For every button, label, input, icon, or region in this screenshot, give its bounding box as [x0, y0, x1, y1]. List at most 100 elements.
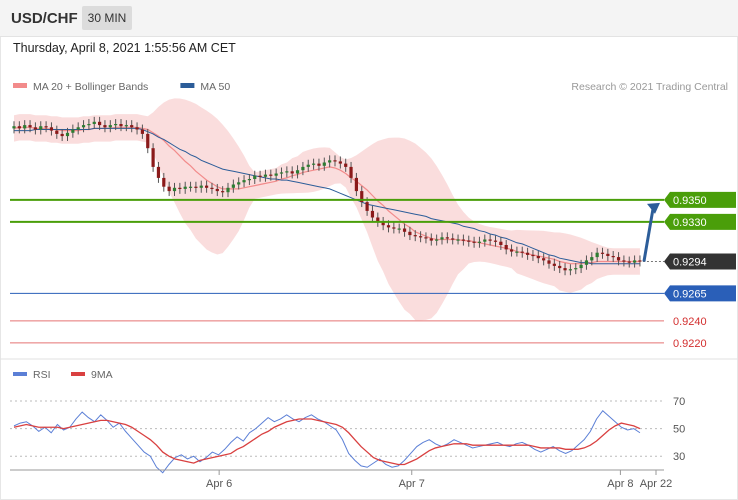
level-tag — [664, 213, 736, 230]
candle-body — [130, 125, 134, 128]
candle-body — [33, 127, 37, 130]
candle-body — [279, 172, 284, 174]
candle-body — [317, 163, 321, 166]
candle-body — [87, 124, 91, 126]
candle-body — [65, 132, 70, 137]
candle-body — [156, 166, 161, 178]
candle-body — [28, 125, 32, 128]
candle-body — [424, 237, 428, 239]
rsi-line — [13, 409, 641, 474]
candle-body — [461, 239, 465, 241]
legend-swatch-1 — [180, 83, 195, 88]
rsi-legend-label-1: 9MA — [91, 369, 113, 381]
candle-body — [499, 241, 503, 245]
candle-body — [103, 125, 107, 128]
candle-body — [269, 174, 273, 176]
candle-body — [600, 252, 605, 254]
candle-body — [419, 236, 423, 238]
rsi-y-tick: 50 — [673, 424, 685, 436]
chart-header: USD/CHF 30 MIN — [0, 0, 738, 37]
candle-body — [477, 241, 482, 243]
candle-body — [402, 228, 407, 232]
candle-body — [237, 182, 241, 185]
forecast-arrow-shaft — [642, 208, 655, 262]
candle-body — [467, 240, 471, 242]
candle-body — [392, 227, 396, 229]
candle-body — [114, 124, 118, 126]
candle-body — [92, 121, 96, 124]
candle-body — [49, 127, 54, 131]
candle-body — [493, 240, 498, 242]
candle-body — [451, 238, 455, 240]
candle-body — [242, 180, 246, 183]
candle-body — [616, 257, 621, 261]
candle-body — [205, 185, 209, 188]
candle-body — [226, 187, 230, 193]
candle-body — [456, 239, 460, 241]
level-tag — [664, 285, 736, 302]
candle-body — [247, 179, 251, 181]
candle-body — [445, 237, 449, 239]
candle-body — [536, 256, 540, 259]
candle-body — [231, 184, 235, 188]
level-label: 0.9240 — [673, 316, 707, 328]
level-label: 0.9350 — [673, 195, 707, 207]
candle-body — [542, 258, 546, 261]
candle-body — [381, 221, 385, 226]
candle-body — [295, 170, 300, 174]
candle-body — [108, 125, 112, 128]
candle-body — [162, 177, 166, 187]
candle-body — [579, 264, 583, 269]
candle-body — [397, 228, 401, 230]
candle-body — [183, 186, 187, 189]
candle-body — [504, 245, 508, 250]
legend-label-0: MA 20 + Bollinger Bands — [33, 81, 148, 93]
candle-body — [172, 187, 177, 192]
candle-body — [178, 187, 182, 189]
current-price-tag — [664, 253, 736, 270]
candle-body — [258, 175, 262, 177]
rsi-legend-swatch-0 — [13, 372, 27, 376]
candle-body — [301, 166, 305, 171]
candle-body — [584, 260, 589, 265]
candle-body — [611, 256, 615, 258]
x-tick-label: Apr 7 — [399, 478, 425, 490]
candle-body — [274, 173, 278, 176]
candle-body — [17, 126, 21, 129]
candle-body — [520, 251, 524, 253]
ma50-line — [14, 127, 640, 265]
candle-body — [39, 126, 43, 130]
candle-body — [44, 126, 48, 128]
candle-body — [638, 260, 642, 262]
candle-body — [263, 174, 268, 177]
x-tick-label: Apr 8 — [607, 478, 633, 490]
candle-body — [526, 252, 530, 255]
candle-body — [552, 263, 556, 266]
candle-body — [413, 235, 417, 237]
candle-body — [146, 133, 150, 149]
chart-datetime: Thursday, April 8, 2021 1:55:56 AM CET — [13, 41, 236, 55]
candle-body — [515, 251, 519, 253]
candle-body — [312, 163, 316, 165]
timeframe-button[interactable]: 30 MIN — [82, 6, 132, 30]
candle-body — [135, 127, 139, 130]
candle-body — [547, 260, 551, 264]
watermark-text: Research © 2021 Trading Central — [571, 81, 728, 93]
candle-body — [71, 129, 75, 133]
candle-body — [119, 124, 123, 127]
level-label: 0.9330 — [673, 217, 707, 229]
candle-body — [386, 225, 391, 228]
candle-body — [194, 186, 198, 188]
legend-swatch-0 — [13, 83, 27, 88]
candle-body — [472, 241, 476, 243]
candle-body — [76, 127, 80, 130]
candle-body — [23, 125, 27, 129]
candle-body — [322, 162, 326, 166]
x-tick-label: Apr 22 — [640, 478, 672, 490]
rsi-legend-label-0: RSI — [33, 369, 51, 381]
candle-body — [221, 191, 225, 193]
candle-body — [622, 260, 626, 262]
current-price-label: 0.9294 — [673, 257, 707, 269]
candle-body — [81, 125, 86, 128]
